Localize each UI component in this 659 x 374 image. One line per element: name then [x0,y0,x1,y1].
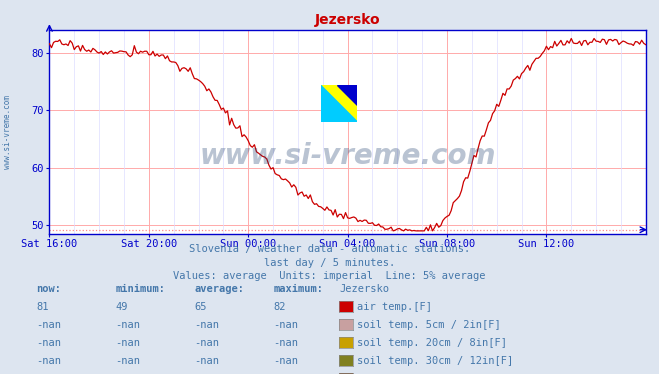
Polygon shape [321,85,357,122]
Text: -nan: -nan [36,321,61,330]
Text: -nan: -nan [115,321,140,330]
Text: soil temp. 30cm / 12in[F]: soil temp. 30cm / 12in[F] [357,356,513,366]
Text: -nan: -nan [273,356,299,366]
Text: 49: 49 [115,303,128,312]
Text: 82: 82 [273,303,286,312]
Text: now:: now: [36,285,61,294]
Text: soil temp. 5cm / 2in[F]: soil temp. 5cm / 2in[F] [357,321,500,330]
Text: -nan: -nan [36,338,61,348]
Text: -nan: -nan [194,356,219,366]
Text: soil temp. 20cm / 8in[F]: soil temp. 20cm / 8in[F] [357,338,507,348]
Text: last day / 5 minutes.: last day / 5 minutes. [264,258,395,267]
Text: Jezersko: Jezersko [339,285,389,294]
Text: www.si-vreme.com: www.si-vreme.com [3,95,13,169]
Text: -nan: -nan [115,356,140,366]
Title: Jezersko: Jezersko [315,13,380,27]
Text: -nan: -nan [273,321,299,330]
Text: average:: average: [194,285,244,294]
Text: www.si-vreme.com: www.si-vreme.com [200,142,496,170]
Text: -nan: -nan [194,338,219,348]
Text: -nan: -nan [194,321,219,330]
Text: Slovenia / weather data - automatic stations.: Slovenia / weather data - automatic stat… [189,245,470,254]
Polygon shape [321,85,357,122]
Text: -nan: -nan [115,338,140,348]
Text: Values: average  Units: imperial  Line: 5% average: Values: average Units: imperial Line: 5%… [173,271,486,280]
Text: minimum:: minimum: [115,285,165,294]
Text: 65: 65 [194,303,207,312]
Text: air temp.[F]: air temp.[F] [357,303,432,312]
Text: maximum:: maximum: [273,285,324,294]
Polygon shape [337,85,357,105]
Text: -nan: -nan [273,338,299,348]
Text: 81: 81 [36,303,49,312]
Text: -nan: -nan [36,356,61,366]
